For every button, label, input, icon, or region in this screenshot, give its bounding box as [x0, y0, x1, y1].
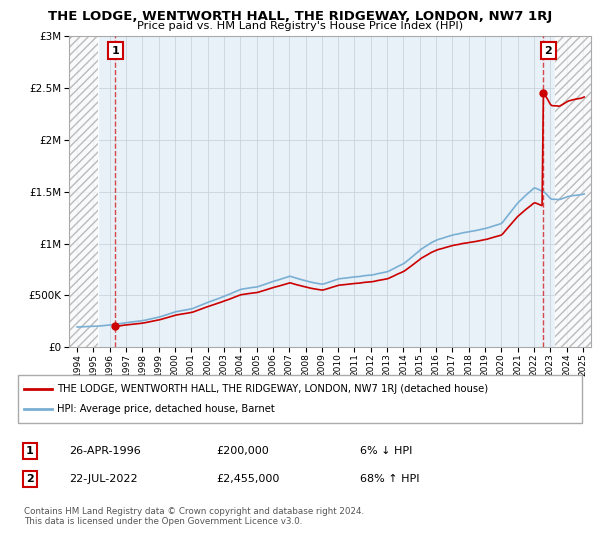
Text: £2,455,000: £2,455,000 [216, 474, 280, 484]
Text: 68% ↑ HPI: 68% ↑ HPI [360, 474, 419, 484]
Bar [555, 36, 591, 347]
Text: 1: 1 [26, 446, 34, 456]
Text: Contains HM Land Registry data © Crown copyright and database right 2024.
This d: Contains HM Land Registry data © Crown c… [24, 507, 364, 526]
Text: THE LODGE, WENTWORTH HALL, THE RIDGEWAY, LONDON, NW7 1RJ (detached house): THE LODGE, WENTWORTH HALL, THE RIDGEWAY,… [58, 384, 488, 394]
Text: Price paid vs. HM Land Registry's House Price Index (HPI): Price paid vs. HM Land Registry's House … [137, 21, 463, 31]
Text: 6% ↓ HPI: 6% ↓ HPI [360, 446, 412, 456]
Text: 22-JUL-2022: 22-JUL-2022 [69, 474, 137, 484]
Text: 1: 1 [112, 46, 119, 56]
Text: £200,000: £200,000 [216, 446, 269, 456]
Bar [69, 36, 98, 347]
Text: THE LODGE, WENTWORTH HALL, THE RIDGEWAY, LONDON, NW7 1RJ: THE LODGE, WENTWORTH HALL, THE RIDGEWAY,… [48, 10, 552, 23]
Bar [69, 36, 98, 347]
Bar [555, 36, 591, 347]
Text: 2: 2 [26, 474, 34, 484]
Text: HPI: Average price, detached house, Barnet: HPI: Average price, detached house, Barn… [58, 404, 275, 414]
Text: 26-APR-1996: 26-APR-1996 [69, 446, 141, 456]
Text: 2: 2 [545, 46, 552, 56]
FancyBboxPatch shape [18, 375, 582, 423]
